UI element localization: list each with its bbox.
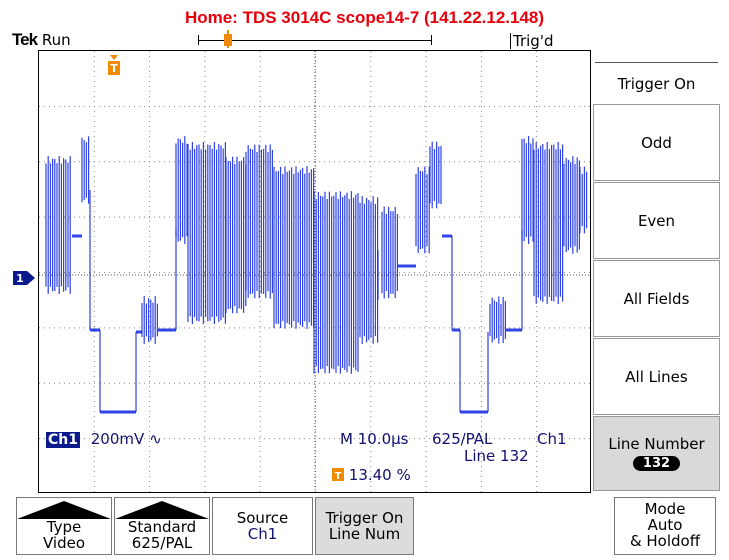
- side-button-all-fields[interactable]: All Fields: [593, 260, 720, 337]
- side-button-even[interactable]: Even: [593, 182, 720, 259]
- status-bar: Tek Run: [12, 30, 71, 50]
- trigger-line-readout: Line 132: [464, 447, 529, 465]
- bottom-button-source[interactable]: Source Ch1: [212, 497, 313, 555]
- line-number-label: Line Number: [608, 435, 705, 453]
- side-button-all-lines[interactable]: All Lines: [593, 338, 720, 415]
- trigger-position-readout: T 13.40 %: [332, 466, 411, 484]
- trigger-status: Trig'd: [513, 32, 554, 50]
- trigger-t-icon: T: [332, 468, 344, 482]
- svg-text:T: T: [335, 471, 342, 481]
- bottom-button-trigger-on[interactable]: Trigger On Line Num: [315, 497, 414, 555]
- bottom-button-standard[interactable]: Standard 625/PAL: [114, 497, 210, 555]
- record-view-bar: [198, 35, 432, 45]
- channel-readout: Ch1 200mV ∿: [46, 430, 162, 448]
- waveform-display: [45, 136, 588, 414]
- side-menu-header: Trigger On: [595, 62, 718, 93]
- video-standard-readout: 625/PAL: [432, 430, 493, 448]
- channel1-ground-icon: 1: [13, 271, 35, 285]
- side-button-line-number[interactable]: Line Number 132: [593, 416, 720, 491]
- line-number-value: 132: [632, 456, 681, 471]
- record-trigger-icon: [224, 30, 232, 48]
- bottom-button-type[interactable]: Type Video: [16, 497, 112, 555]
- ac-coupling-icon: ∿: [149, 430, 162, 448]
- bottom-button-mode[interactable]: Mode Auto & Holdoff: [614, 497, 716, 555]
- graticule: [38, 50, 591, 493]
- side-button-odd[interactable]: Odd: [593, 104, 720, 181]
- volts-per-div: 200mV: [90, 430, 145, 448]
- svg-text:T: T: [110, 62, 118, 75]
- window-title: Home: TDS 3014C scope14-7 (141.22.12.148…: [184, 8, 545, 27]
- trigger-position-icon: T: [108, 55, 120, 75]
- brand-logo: Tek: [12, 30, 38, 49]
- timebase-readout: M 10.0µs: [340, 430, 409, 448]
- trigger-source-readout: Ch1: [537, 430, 567, 448]
- svg-text:1: 1: [16, 272, 24, 285]
- acquisition-state: Run: [41, 31, 71, 49]
- channel-label: Ch1: [46, 432, 80, 448]
